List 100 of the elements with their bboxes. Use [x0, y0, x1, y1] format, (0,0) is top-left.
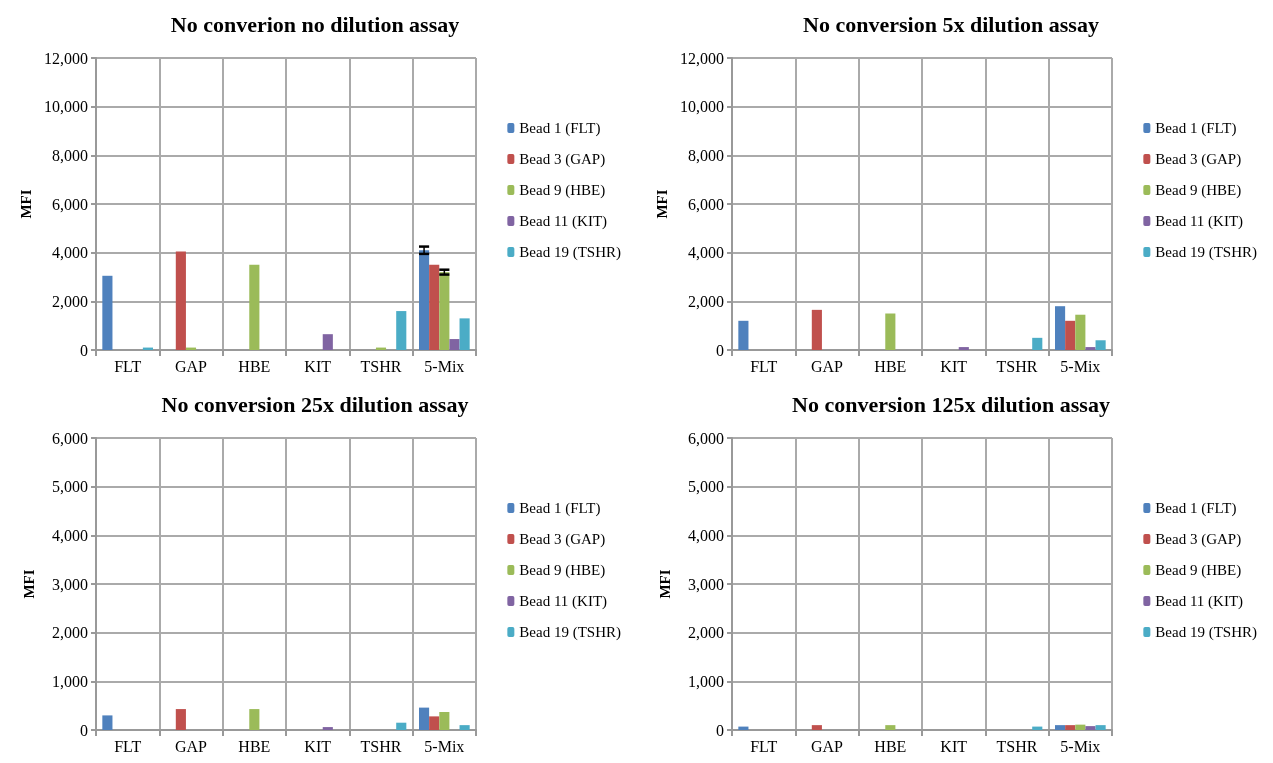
- legend-label: Bead 1 (FLT): [1155, 120, 1237, 137]
- bar: [885, 313, 896, 350]
- legend-label: Bead 3 (GAP): [1155, 531, 1242, 548]
- y-tick-label: 5,000: [688, 478, 724, 496]
- x-tick-label: HBE: [874, 737, 907, 755]
- y-tick-label: 1,000: [688, 672, 724, 690]
- x-tick-label: 5-Mix: [424, 737, 465, 755]
- legend-label: Bead 3 (GAP): [519, 531, 606, 548]
- chart-title: No conversion 125x dilution assay: [792, 391, 1110, 417]
- x-tick-label: TSHR: [360, 357, 402, 375]
- legend-label: Bead 9 (HBE): [519, 562, 606, 579]
- y-tick-label: 1,000: [52, 672, 88, 690]
- x-tick-label: KIT: [940, 357, 968, 375]
- x-tick-label: 5-Mix: [424, 357, 465, 375]
- x-tick-label: FLT: [114, 357, 142, 375]
- x-tick-label: TSHR: [996, 357, 1038, 375]
- legend-label: Bead 19 (TSHR): [519, 624, 621, 641]
- x-tick-label: HBE: [238, 737, 271, 755]
- bar: [102, 275, 113, 350]
- y-tick-label: 6,000: [688, 195, 724, 213]
- x-tick-label: FLT: [750, 357, 778, 375]
- legend-label: Bead 3 (GAP): [1155, 151, 1242, 168]
- x-tick-label: GAP: [810, 357, 844, 375]
- legend-label: Bead 11 (KIT): [1155, 213, 1244, 230]
- legend-label: Bead 1 (FLT): [1155, 500, 1237, 517]
- bar: [1055, 306, 1066, 350]
- x-tick-label: TSHR: [996, 737, 1038, 755]
- y-tick-label: 8,000: [52, 146, 88, 164]
- x-tick-label: KIT: [304, 357, 332, 375]
- x-tick-label: KIT: [940, 737, 968, 755]
- bar: [175, 251, 186, 350]
- y-tick-label: 4,000: [688, 526, 724, 544]
- y-tick-label: 0: [716, 721, 724, 739]
- legend-label: Bead 3 (GAP): [519, 151, 606, 168]
- legend-label: Bead 19 (TSHR): [519, 244, 621, 261]
- bar: [175, 709, 186, 730]
- bar: [429, 716, 440, 730]
- bar: [419, 707, 430, 730]
- legend-label: Bead 9 (HBE): [1155, 182, 1242, 199]
- y-tick-label: 4,000: [688, 244, 724, 262]
- x-tick-label: KIT: [304, 737, 332, 755]
- x-tick-label: 5-Mix: [1060, 737, 1101, 755]
- bar: [419, 250, 430, 350]
- bar: [429, 264, 440, 350]
- y-tick-label: 4,000: [52, 526, 88, 544]
- x-tick-label: FLT: [114, 737, 142, 755]
- y-axis-title: MFI: [20, 569, 37, 599]
- bar: [1085, 347, 1096, 350]
- legend-label: Bead 1 (FLT): [519, 120, 601, 137]
- legend-label: Bead 9 (HBE): [519, 182, 606, 199]
- y-tick-label: 6,000: [52, 195, 88, 213]
- x-tick-label: HBE: [874, 357, 907, 375]
- legend-label: Bead 19 (TSHR): [1155, 624, 1257, 641]
- legend-label: Bead 19 (TSHR): [1155, 244, 1257, 261]
- bar: [322, 727, 333, 730]
- legend-label: Bead 9 (HBE): [1155, 562, 1242, 579]
- bar: [249, 264, 260, 350]
- legend-label: Bead 11 (KIT): [519, 213, 608, 230]
- bar: [459, 318, 470, 350]
- y-tick-label: 2,000: [688, 292, 724, 310]
- y-tick-label: 12,000: [44, 49, 88, 67]
- bar: [1065, 320, 1076, 350]
- y-tick-label: 6,000: [52, 429, 88, 447]
- bar: [322, 334, 333, 350]
- y-tick-label: 6,000: [688, 429, 724, 447]
- bar: [958, 347, 969, 350]
- y-tick-label: 0: [80, 721, 88, 739]
- x-tick-label: 5-Mix: [1060, 357, 1101, 375]
- bar: [811, 309, 822, 350]
- bar: [1075, 314, 1086, 350]
- bar: [396, 722, 407, 730]
- bar: [1095, 340, 1106, 350]
- y-tick-label: 2,000: [688, 624, 724, 642]
- bar: [738, 320, 749, 350]
- y-tick-label: 10,000: [680, 98, 724, 116]
- bar: [439, 272, 450, 350]
- bar: [1032, 337, 1043, 350]
- x-tick-label: GAP: [810, 737, 844, 755]
- x-tick-label: HBE: [238, 357, 271, 375]
- chart-title: No converion no dilution assay: [170, 11, 460, 37]
- x-tick-label: FLT: [750, 737, 778, 755]
- legend-label: Bead 11 (KIT): [519, 593, 608, 610]
- y-axis-title: MFI: [656, 569, 673, 599]
- bar: [439, 711, 450, 730]
- x-tick-label: GAP: [174, 737, 208, 755]
- bar: [249, 709, 260, 730]
- y-tick-label: 0: [716, 341, 724, 359]
- legend-label: Bead 11 (KIT): [1155, 593, 1244, 610]
- y-tick-label: 10,000: [44, 98, 88, 116]
- chart-title: No conversion 5x dilution assay: [803, 11, 1099, 37]
- y-tick-label: 8,000: [688, 146, 724, 164]
- x-tick-label: TSHR: [360, 737, 402, 755]
- bar: [102, 715, 113, 730]
- chart-title: No conversion 25x dilution assay: [161, 391, 469, 417]
- legend-label: Bead 1 (FLT): [519, 500, 601, 517]
- y-axis-title: MFI: [653, 189, 670, 219]
- y-tick-label: 2,000: [52, 292, 88, 310]
- bar: [449, 339, 460, 350]
- bar: [396, 311, 407, 350]
- y-tick-label: 12,000: [680, 49, 724, 67]
